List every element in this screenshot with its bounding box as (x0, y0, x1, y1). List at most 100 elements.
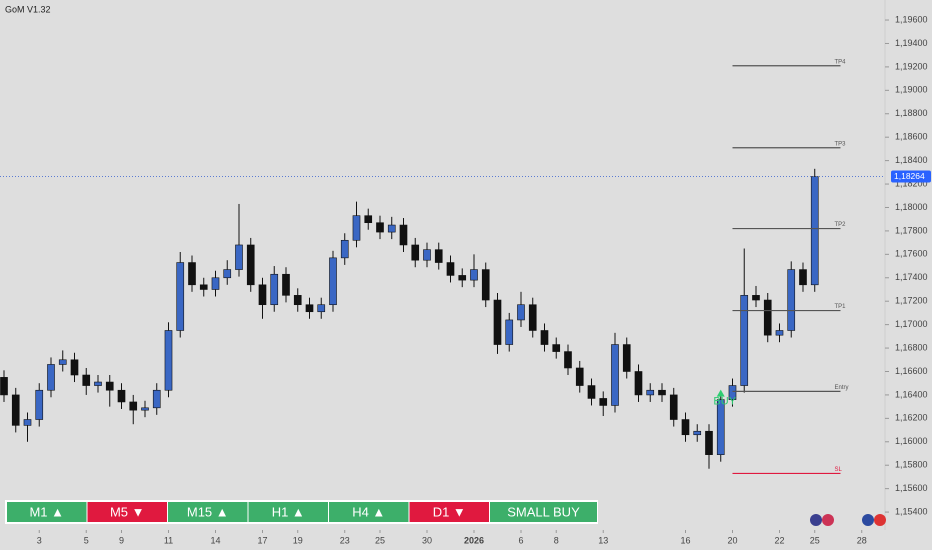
candle-body (517, 304, 525, 321)
candle-body (329, 257, 337, 306)
status-icons (810, 514, 886, 526)
candle-body (799, 269, 807, 286)
candle-body (211, 277, 220, 290)
candle-body (352, 215, 361, 241)
candle-body (35, 389, 44, 420)
y-tick-label: 1,16400 (895, 389, 928, 399)
candle-body (223, 269, 232, 279)
level-label: TP2 (834, 222, 846, 228)
buy-signal: BUY (713, 396, 736, 408)
candle-body (787, 269, 796, 331)
candle-body (141, 407, 149, 411)
candle-body (94, 381, 102, 386)
timeframe-label: D1 ▼ (433, 504, 466, 519)
x-tick-label: 20 (727, 535, 737, 545)
y-tick-label: 1,19600 (895, 14, 928, 24)
candle-body (810, 176, 819, 286)
candle-body (587, 385, 596, 399)
level-label: SL (834, 467, 842, 473)
y-tick-label: 1,15600 (895, 483, 928, 493)
y-tick-label: 1,19200 (895, 61, 928, 71)
timeframe-cell (409, 502, 489, 522)
x-tick-label: 13 (598, 535, 608, 545)
candle-body (552, 344, 561, 352)
candle-body (611, 344, 619, 406)
timeframe-label: H4 ▲ (352, 504, 385, 519)
timeframe-cell (7, 502, 87, 522)
x-tick-label: 11 (164, 535, 173, 545)
y-tick-label: 1,17400 (895, 272, 928, 282)
candle-body (669, 394, 678, 420)
candle-body (270, 273, 279, 306)
candle-body (58, 359, 67, 365)
candle-body (82, 374, 91, 386)
x-tick-label: 14 (210, 535, 220, 545)
level-label: TP4 (834, 59, 846, 65)
candle-body (634, 371, 643, 396)
candle-body (11, 394, 20, 426)
candle-body (70, 359, 79, 376)
candle-body (740, 295, 749, 386)
candle-body (176, 262, 185, 331)
y-tick-label: 1,17600 (895, 249, 928, 259)
candle-body (387, 224, 396, 233)
x-tick-label: 22 (774, 535, 784, 545)
timeframe-label: M5 ▼ (110, 504, 145, 519)
y-tick-label: 1,18000 (895, 202, 928, 212)
candle-body (434, 249, 443, 263)
candle-body (458, 275, 467, 281)
candle-body (728, 385, 737, 400)
last-price-box (891, 170, 931, 183)
candle-body (199, 284, 208, 290)
candle-body (164, 330, 173, 391)
x-tick-label: 25 (810, 535, 820, 545)
icon (810, 514, 822, 526)
x-tick-label: 19 (293, 535, 303, 545)
y-tick-label: 1,16800 (895, 342, 928, 352)
candle-body (258, 284, 267, 306)
candle-body (364, 215, 373, 224)
icon (862, 514, 874, 526)
candle-body (481, 269, 490, 301)
x-tick-label: 8 (554, 535, 559, 545)
icon (822, 514, 834, 526)
candle-body (0, 377, 8, 396)
x-tick-label: 25 (375, 535, 385, 545)
candle-body (246, 244, 255, 286)
x-tick-label: 30 (422, 535, 432, 545)
timeframe-label: M1 ▲ (29, 504, 64, 519)
x-tick-label: 6 (518, 535, 523, 545)
candle-body (282, 273, 290, 296)
candle-body (775, 330, 784, 336)
y-tick-label: 1,16600 (895, 366, 928, 376)
candle-body (47, 364, 55, 391)
y-tick-label: 1,15400 (895, 506, 928, 516)
level-label: TP3 (834, 141, 846, 147)
candle-body (317, 304, 326, 313)
y-tick-label: 1,18600 (895, 132, 928, 142)
candle-body (564, 351, 572, 369)
x-tick-label: 2026 (464, 535, 484, 545)
candle-body (622, 344, 631, 372)
x-tick-label: 16 (680, 535, 690, 545)
candle-body (705, 430, 713, 455)
candle-body (23, 419, 32, 426)
y-tick-label: 1,18400 (895, 155, 928, 165)
candle-body (599, 398, 608, 406)
candle-body (293, 295, 302, 306)
timeframe-label: M15 ▲ (187, 504, 229, 519)
timeframe-label: SMALL BUY (507, 504, 580, 519)
candle-body (235, 244, 243, 270)
candle-body (763, 299, 772, 336)
level-label: TP1 (834, 304, 846, 310)
timeframe-cell (329, 502, 409, 522)
y-tick-label: 1,15800 (895, 460, 928, 470)
candle-body (646, 389, 655, 396)
candle-body (152, 389, 161, 409)
last-price-label: 1,18264 (894, 171, 925, 181)
candle-body (423, 249, 431, 261)
y-tick-label: 1,17000 (895, 319, 928, 329)
candle-body (305, 304, 314, 313)
